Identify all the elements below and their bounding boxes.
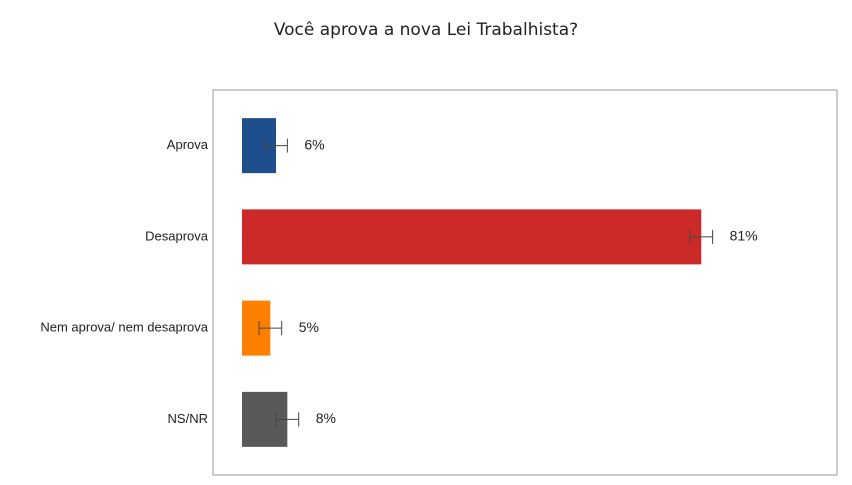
value-label: 5% [299,319,319,335]
category-label: NS/NR [168,411,208,426]
value-label: 81% [730,228,758,244]
error-bar [258,321,283,336]
category-label: Aprova [167,137,209,152]
plot-frame [212,89,838,476]
chart-title: Você aprova a nova Lei Trabalhista? [274,20,578,40]
error-bar [275,412,300,427]
value-label: 8% [316,410,336,426]
category-label: Nem aprova/ nem desaprova [40,320,208,335]
value-label: 6% [304,136,324,152]
error-bar [264,138,288,153]
error-bar [689,229,714,244]
category-label: Desaprova [145,228,209,243]
bar [242,209,702,265]
